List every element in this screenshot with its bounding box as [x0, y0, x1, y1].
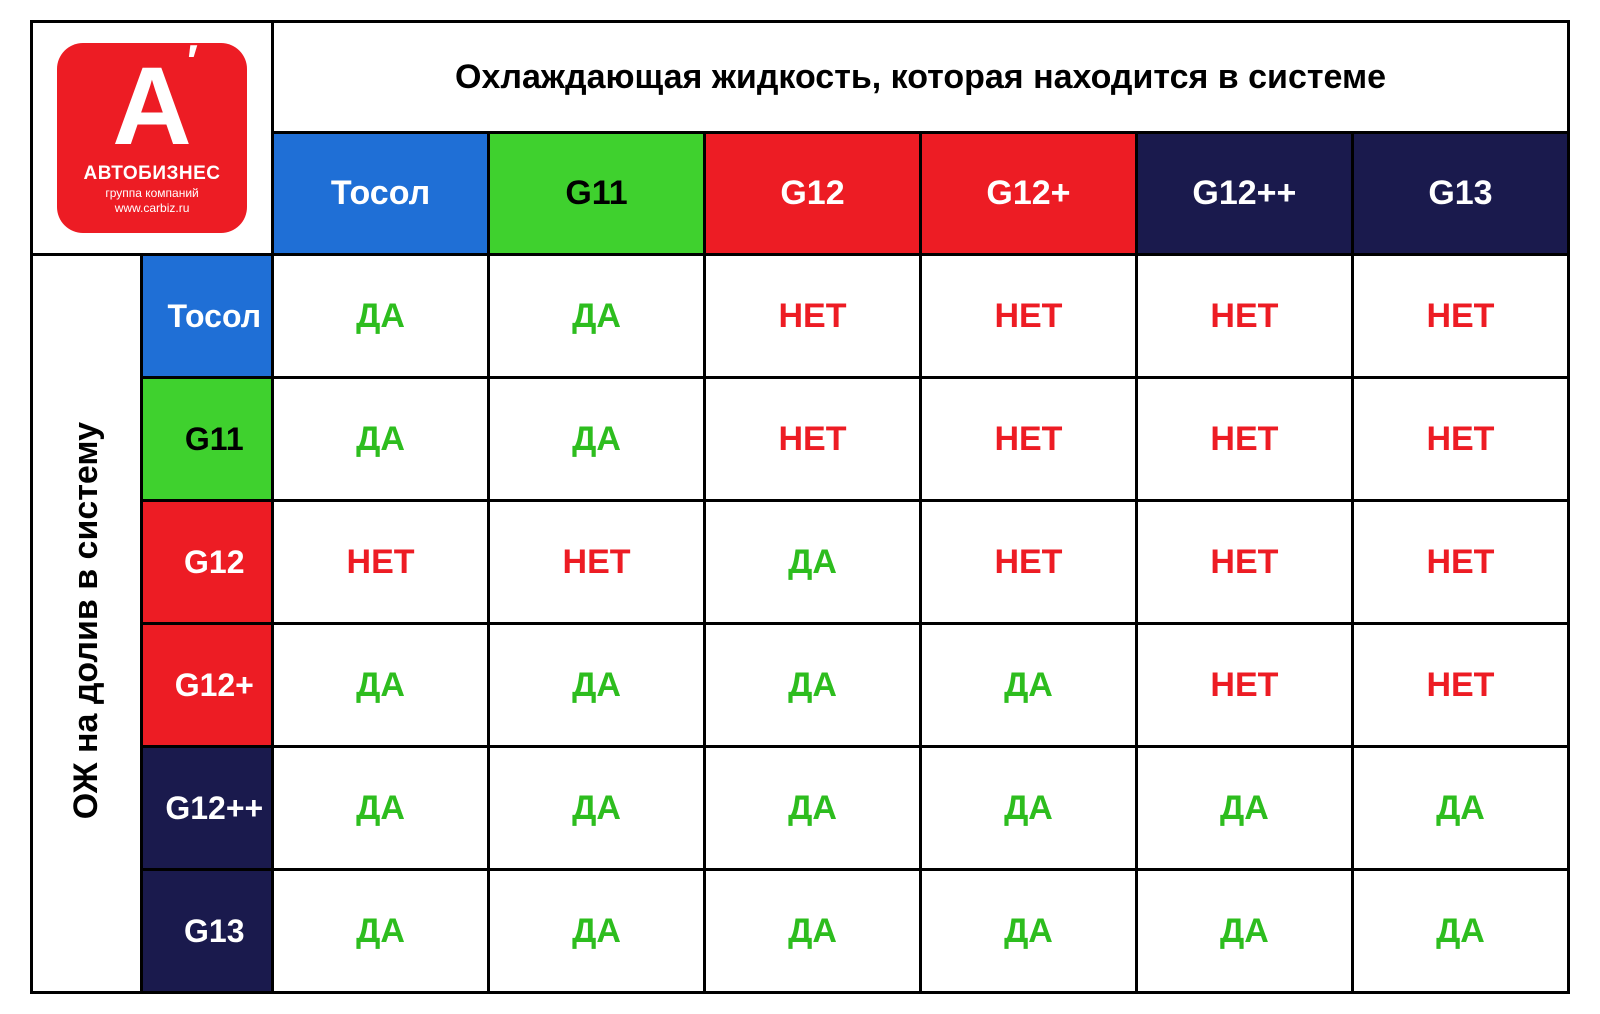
value-no: НЕТ [994, 420, 1062, 458]
compat-cell: НЕТ [920, 378, 1136, 501]
value-yes: ДА [356, 666, 405, 704]
value-yes: ДА [572, 912, 621, 950]
column-header: G12++ [1136, 133, 1352, 255]
value-yes: ДА [1220, 912, 1269, 950]
compat-cell: ДА [920, 747, 1136, 870]
compat-cell: ДА [705, 870, 921, 993]
value-no: НЕТ [347, 543, 415, 581]
table-title: Охлаждающая жидкость, которая находится … [273, 22, 1569, 133]
value-no: НЕТ [778, 297, 846, 335]
compat-cell: НЕТ [1352, 255, 1568, 378]
compat-cell: ДА [489, 378, 705, 501]
compat-cell: ДА [1136, 747, 1352, 870]
compat-cell: ДА [1352, 747, 1568, 870]
compat-cell: ДА [705, 501, 921, 624]
compat-cell: НЕТ [489, 501, 705, 624]
value-yes: ДА [572, 666, 621, 704]
value-yes: ДА [1004, 666, 1053, 704]
compat-cell: НЕТ [1136, 624, 1352, 747]
value-no: НЕТ [1210, 543, 1278, 581]
compat-cell: ДА [273, 624, 489, 747]
value-no: НЕТ [1426, 420, 1494, 458]
compat-cell: НЕТ [920, 255, 1136, 378]
value-no: НЕТ [1426, 543, 1494, 581]
column-header: G13 [1352, 133, 1568, 255]
value-yes: ДА [788, 789, 837, 827]
brand-logo: А′АВТОБИЗНЕСгруппа компанийwww.carbiz.ru [57, 43, 247, 233]
compat-cell: ДА [920, 870, 1136, 993]
value-yes: ДА [788, 912, 837, 950]
value-no: НЕТ [1426, 297, 1494, 335]
row-header: G13 [142, 870, 273, 993]
value-yes: ДА [572, 789, 621, 827]
column-header: G12+ [920, 133, 1136, 255]
compat-cell: ДА [273, 870, 489, 993]
value-no: НЕТ [1210, 666, 1278, 704]
value-yes: ДА [1436, 789, 1485, 827]
value-no: НЕТ [778, 420, 846, 458]
compat-cell: ДА [273, 747, 489, 870]
compat-cell: НЕТ [273, 501, 489, 624]
row-header: G11 [142, 378, 273, 501]
row-header: G12++ [142, 747, 273, 870]
value-no: НЕТ [994, 297, 1062, 335]
column-header: G11 [489, 133, 705, 255]
value-yes: ДА [1220, 789, 1269, 827]
value-yes: ДА [1436, 912, 1485, 950]
logo-glyph: А [112, 45, 191, 168]
value-no: НЕТ [994, 543, 1062, 581]
compat-cell: ДА [489, 255, 705, 378]
row-header: G12 [142, 501, 273, 624]
compat-cell: НЕТ [1136, 255, 1352, 378]
row-header: G12+ [142, 624, 273, 747]
compat-cell: НЕТ [1352, 378, 1568, 501]
value-no: НЕТ [1210, 420, 1278, 458]
compatibility-table: А′АВТОБИЗНЕСгруппа компанийwww.carbiz.ru… [30, 20, 1570, 994]
logo-url: www.carbiz.ru [115, 201, 190, 215]
compat-cell: ДА [273, 378, 489, 501]
compat-cell: ДА [705, 747, 921, 870]
value-yes: ДА [788, 543, 837, 581]
value-no: НЕТ [563, 543, 631, 581]
compat-cell: ДА [489, 870, 705, 993]
compat-cell: НЕТ [705, 378, 921, 501]
value-no: НЕТ [1210, 297, 1278, 335]
value-yes: ДА [356, 789, 405, 827]
compat-cell: НЕТ [1136, 378, 1352, 501]
compat-cell: НЕТ [920, 501, 1136, 624]
compat-cell: НЕТ [1352, 624, 1568, 747]
side-axis-label: ОЖ на долив в систему [67, 422, 106, 819]
value-yes: ДА [1004, 912, 1053, 950]
compat-cell: ДА [920, 624, 1136, 747]
value-yes: ДА [1004, 789, 1053, 827]
logo-tagline: группа компаний [105, 186, 198, 200]
compat-cell: ДА [489, 747, 705, 870]
value-yes: ДА [356, 912, 405, 950]
value-yes: ДА [572, 297, 621, 335]
value-yes: ДА [572, 420, 621, 458]
value-yes: ДА [356, 297, 405, 335]
value-no: НЕТ [1426, 666, 1494, 704]
compat-cell: НЕТ [1352, 501, 1568, 624]
row-header: Тосол [142, 255, 273, 378]
logo-cell: А′АВТОБИЗНЕСгруппа компанийwww.carbiz.ru [32, 22, 273, 255]
compat-cell: ДА [273, 255, 489, 378]
compat-cell: НЕТ [705, 255, 921, 378]
compat-cell: ДА [1352, 870, 1568, 993]
value-yes: ДА [788, 666, 837, 704]
compat-cell: ДА [1136, 870, 1352, 993]
logo-accent-icon: ′ [187, 51, 198, 71]
value-yes: ДА [356, 420, 405, 458]
compat-cell: ДА [705, 624, 921, 747]
column-header: G12 [705, 133, 921, 255]
compat-cell: НЕТ [1136, 501, 1352, 624]
column-header: Тосол [273, 133, 489, 255]
compat-cell: ДА [489, 624, 705, 747]
side-axis-label-cell: ОЖ на долив в систему [32, 255, 142, 993]
